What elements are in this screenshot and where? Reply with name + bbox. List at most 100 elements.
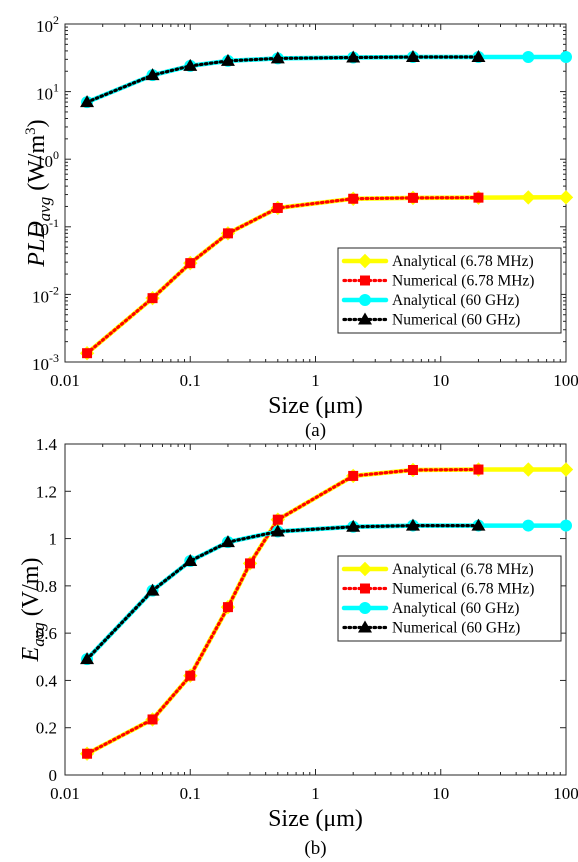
y-tick-base: 10 <box>36 85 53 104</box>
y-tick-label: 0.2 <box>36 719 57 738</box>
x-tick-label: 0.01 <box>50 371 80 390</box>
legend-label: Numerical (6.78 MHz) <box>392 581 534 598</box>
x-tick-label: 100 <box>553 784 578 803</box>
data-point <box>346 519 361 532</box>
legend-marker <box>359 294 371 306</box>
data-point <box>521 462 536 477</box>
data-point <box>407 192 418 203</box>
y-tick-label: 10-2 <box>32 283 59 306</box>
legend-label: Analytical (60 GHz) <box>392 292 519 309</box>
y-tick-label: 1.2 <box>36 482 57 501</box>
panel-caption: (a) <box>305 420 326 441</box>
y-tick-base: 10 <box>36 17 53 36</box>
data-point <box>272 514 283 525</box>
data-point <box>473 192 484 203</box>
y-tick-label: 1.4 <box>36 435 58 454</box>
x-tick-label: 10 <box>432 371 449 390</box>
x-tick-label: 0.1 <box>180 784 201 803</box>
series-1 <box>82 464 484 759</box>
chart-a: 0.01 0.1 1 10 10010-310-210-1100101102Analyt… <box>23 13 578 441</box>
data-point <box>147 293 158 304</box>
y-tick-base: 10 <box>32 355 49 374</box>
series-1 <box>82 192 484 359</box>
data-point <box>185 258 196 269</box>
series-line <box>85 55 481 104</box>
data-point <box>145 68 160 81</box>
y-tick-exp: 1 <box>53 81 59 95</box>
data-point <box>405 49 420 62</box>
data-point <box>145 583 160 596</box>
legend-marker <box>358 312 372 325</box>
y-tick-base: 10 <box>32 287 49 306</box>
data-point <box>270 51 285 64</box>
data-point <box>222 228 233 239</box>
y-tick-label: 100 <box>36 148 59 171</box>
data-point <box>183 58 198 71</box>
legend: Analytical (6.78 MHz) Numerical (6.78 MHz… <box>337 555 562 642</box>
data-point <box>560 50 572 63</box>
data-point <box>82 348 93 359</box>
data-point <box>560 519 572 532</box>
legend-label: Numerical (60 GHz) <box>392 620 520 637</box>
y-axis-label: PLDavg (W/m3) <box>23 119 54 267</box>
y-label-sub: avg <box>29 622 48 647</box>
y-label-main: E <box>18 646 44 662</box>
x-tick-label: 0.1 <box>180 371 201 390</box>
x-tick-label: 100 <box>553 371 578 390</box>
legend-label: Numerical (6.78 MHz) <box>392 273 534 290</box>
data-point <box>522 519 535 532</box>
y-label-unit: (V/m) <box>18 558 44 617</box>
y-label-main: PLD <box>24 221 50 267</box>
data-point <box>521 190 536 205</box>
legend-marker <box>359 602 371 614</box>
y-tick-exp: -1 <box>49 216 59 230</box>
legend-marker <box>360 583 370 594</box>
data-point <box>82 748 93 759</box>
data-point <box>471 49 486 62</box>
data-point <box>558 462 574 477</box>
y-tick-label: 0.4 <box>36 671 58 690</box>
x-tick-label: 0.01 <box>50 784 80 803</box>
y-tick-label: 101 <box>36 81 59 104</box>
y-axis-label: Eavg (V/m) <box>18 558 48 663</box>
y-label-unit-close: ) <box>24 119 50 127</box>
data-point <box>270 524 285 537</box>
data-point <box>80 95 95 108</box>
legend-label: Analytical (6.78 MHz) <box>392 253 534 270</box>
x-tick-label: 1 <box>311 784 320 803</box>
series-line <box>85 524 481 661</box>
y-tick-exp: -3 <box>49 351 59 365</box>
legend-label: Numerical (60 GHz) <box>392 312 520 329</box>
legend-label: Analytical (6.78 MHz) <box>392 561 534 578</box>
data-point <box>348 470 359 481</box>
x-axis-label: Size (μm) <box>268 393 363 419</box>
y-tick-label: 0 <box>49 766 58 785</box>
legend-marker <box>358 620 372 633</box>
data-point <box>272 202 283 213</box>
data-point <box>558 190 574 205</box>
data-point <box>407 465 418 476</box>
data-point <box>222 602 233 613</box>
y-tick-label: 10-1 <box>32 216 59 239</box>
data-point <box>147 714 158 725</box>
legend: Analytical (6.78 MHz) Numerical (6.78 MHz… <box>337 247 562 334</box>
legend-marker <box>360 275 370 286</box>
y-tick-exp: 0 <box>53 148 59 162</box>
data-point <box>473 464 484 475</box>
data-point <box>220 53 235 66</box>
y-label-unit: (W/m <box>24 134 50 190</box>
y-tick-exp: -2 <box>49 283 59 297</box>
y-tick-label: 10-3 <box>32 351 59 374</box>
data-point <box>220 535 235 548</box>
y-label-unit-sup: 3 <box>23 127 39 135</box>
y-tick-label: 0.8 <box>36 577 57 596</box>
series-3 <box>80 518 486 665</box>
y-label-sub: avg <box>35 197 54 222</box>
data-point <box>185 670 196 681</box>
legend-marker <box>357 561 373 577</box>
panel-caption: (b) <box>304 838 326 859</box>
data-point <box>471 518 486 531</box>
y-tick-label: 1 <box>49 530 58 549</box>
x-tick-label: 1 <box>311 371 320 390</box>
